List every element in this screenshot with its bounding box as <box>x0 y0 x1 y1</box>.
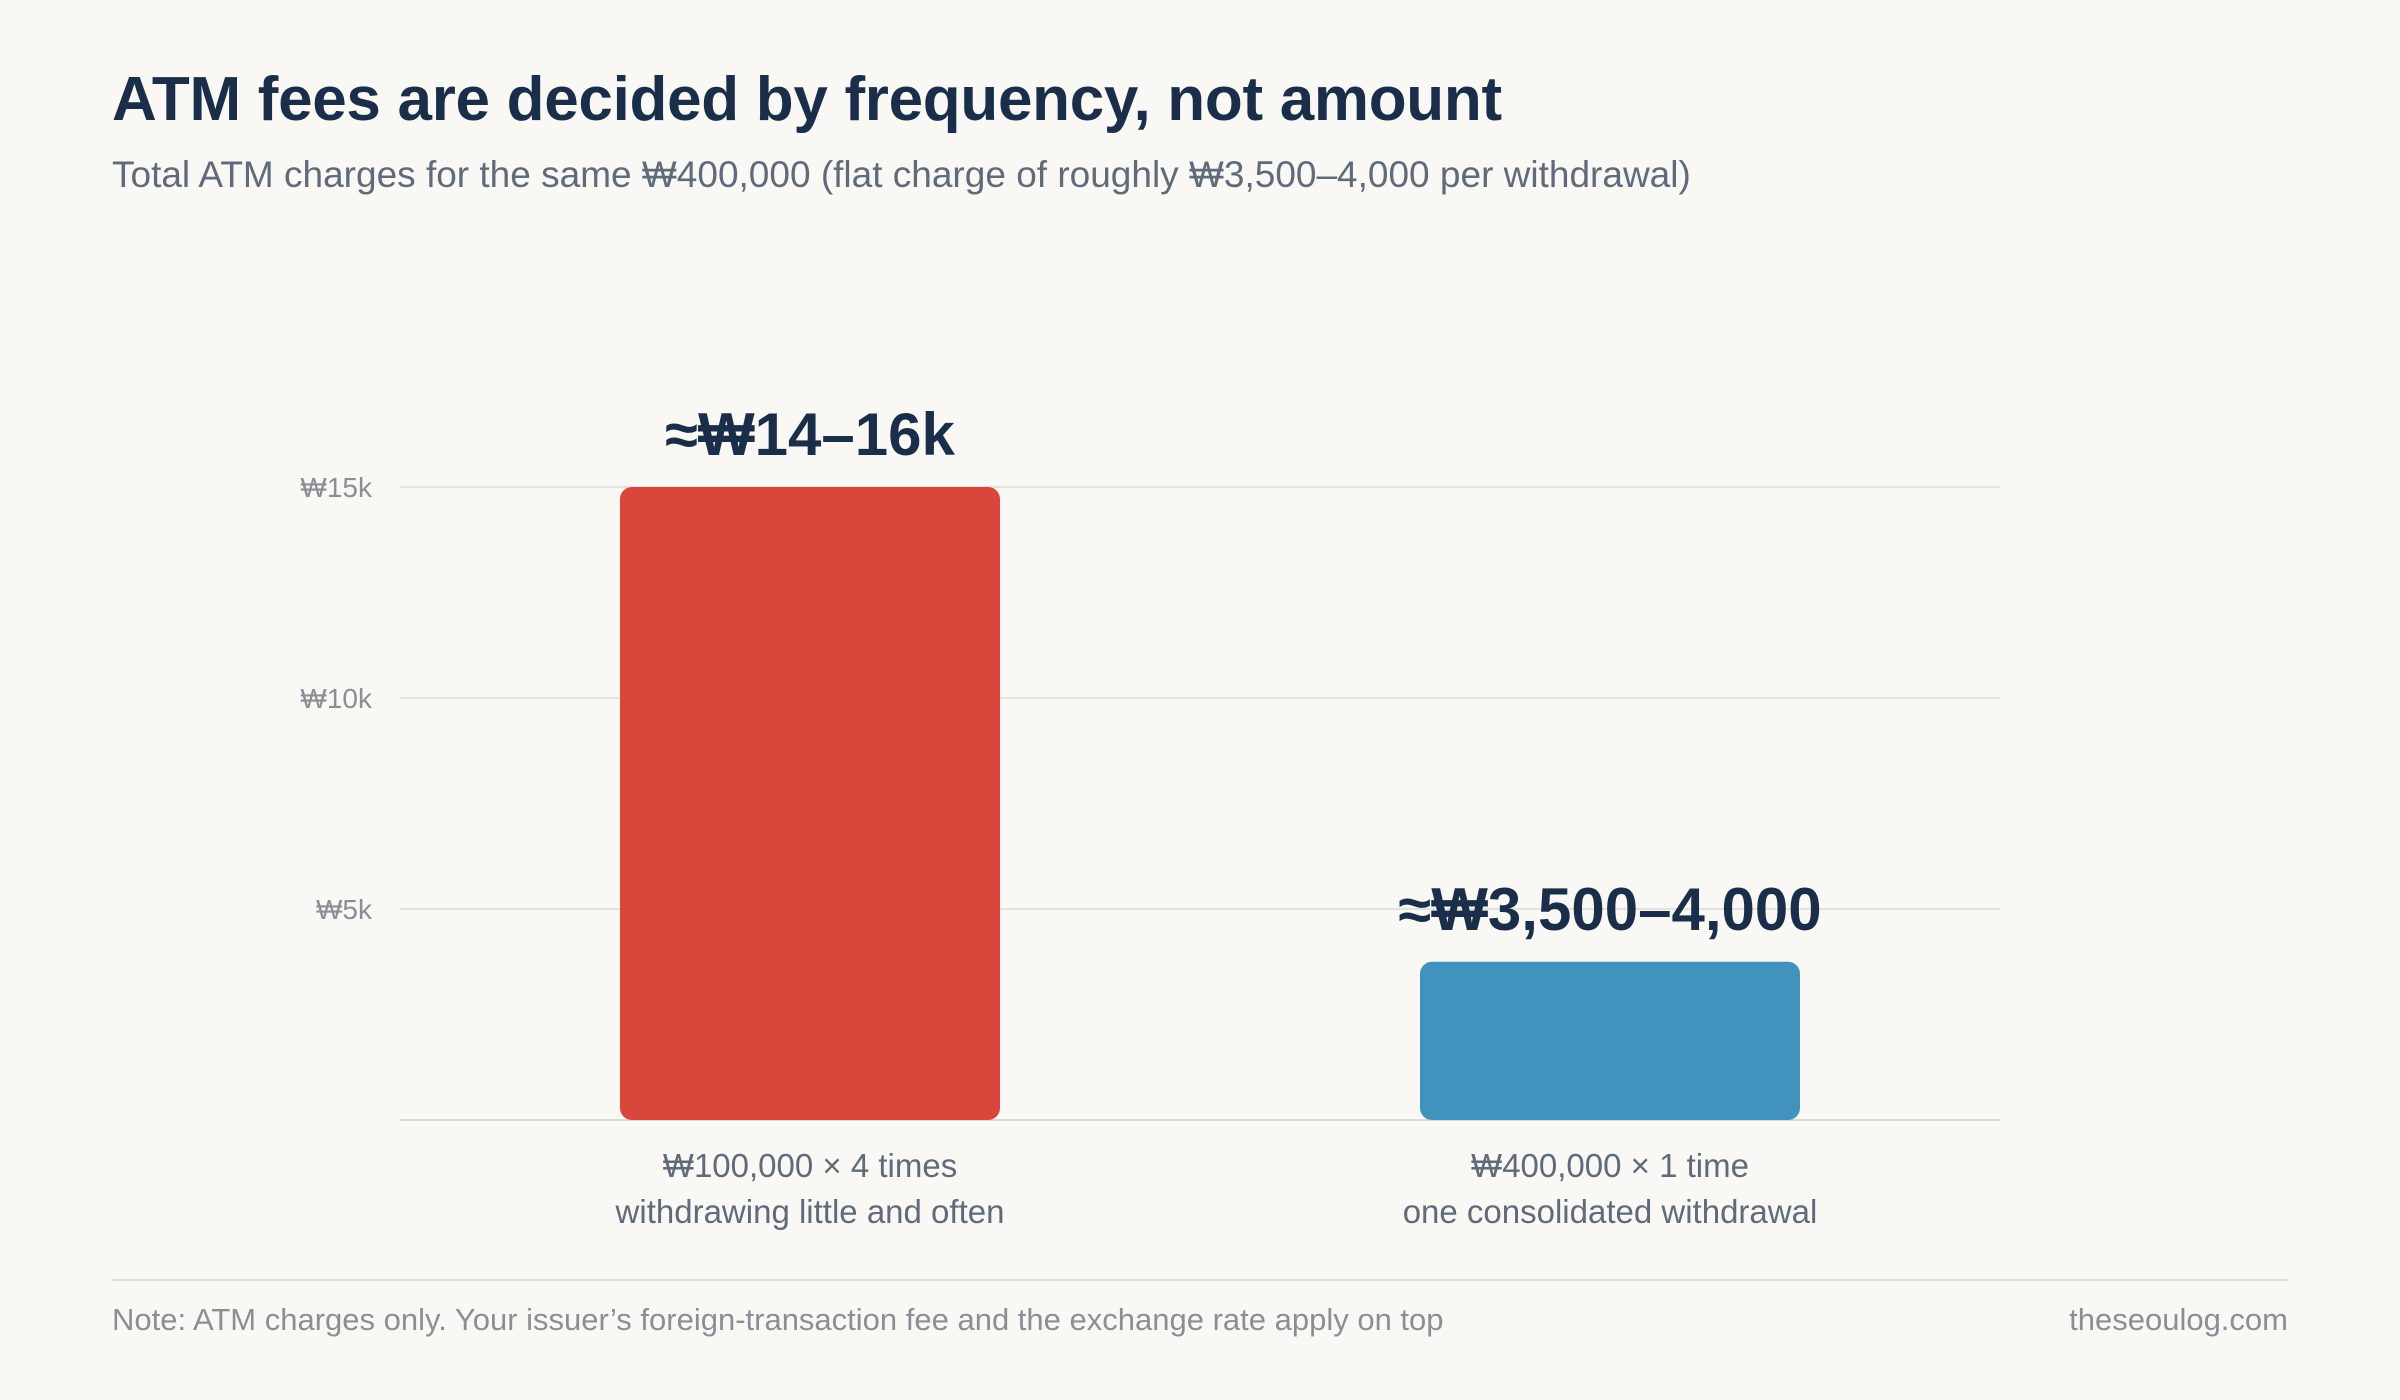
footer-divider <box>112 1279 2288 1281</box>
chart-title: ATM fees are decided by frequency, not a… <box>112 65 1502 134</box>
bar-chart: ₩5k ₩10k ₩15k ≈₩14–16k ₩100,000 × 4 times wit… <box>300 401 2000 1230</box>
x-tick-label: one consolidated withdrawal <box>1403 1193 1818 1230</box>
footer-note: Note: ATM charges only. Your issuer’s fo… <box>112 1302 1444 1337</box>
y-tick-label: ₩10k <box>300 683 373 714</box>
x-tick-label: withdrawing little and often <box>615 1193 1005 1230</box>
x-tick-label: ₩400,000 × 1 time <box>1471 1147 1749 1184</box>
bar <box>1420 961 1800 1120</box>
chart-subtitle: Total ATM charges for the same ₩400,000 … <box>112 154 1691 195</box>
source-credit: theseoulog.com <box>2069 1302 2288 1337</box>
x-tick-label: ₩100,000 × 4 times <box>663 1147 957 1184</box>
data-label: ≈₩14–16k <box>665 401 955 468</box>
data-label: ≈₩3,500–4,000 <box>1398 876 1821 943</box>
bar <box>620 487 1000 1120</box>
y-tick-label: ₩15k <box>300 472 373 503</box>
y-tick-label: ₩5k <box>316 894 373 925</box>
